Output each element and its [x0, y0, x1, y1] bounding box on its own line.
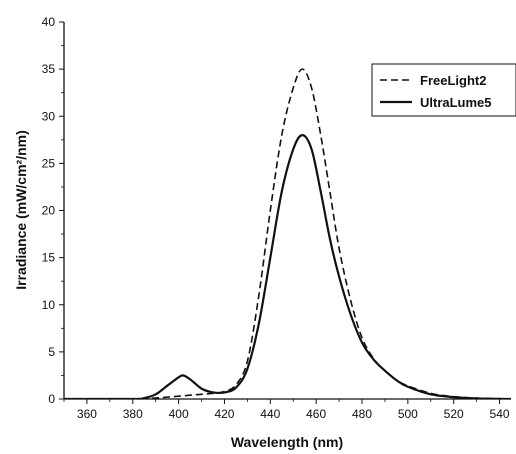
legend-label: UltraLume5	[420, 95, 492, 110]
legend-label: FreeLight2	[420, 73, 486, 88]
y-tick-label: 25	[42, 156, 56, 170]
x-axis-ticks: 360 380 400 420 440 460 480 500 520 540	[63, 399, 510, 421]
series-line-freelight2	[64, 68, 511, 399]
x-tick-label: 520	[444, 407, 464, 421]
x-tick-label: 540	[490, 407, 510, 421]
y-tick-label: 40	[42, 15, 56, 29]
x-tick-label: 360	[77, 407, 97, 421]
y-tick-label: 10	[42, 298, 56, 312]
x-tick-label: 400	[169, 407, 189, 421]
y-tick-label: 5	[48, 345, 55, 359]
y-tick-label: 30	[42, 109, 56, 123]
series-line-ultralume5	[64, 134, 511, 399]
series-lines	[64, 68, 511, 399]
y-tick-label: 35	[42, 62, 56, 76]
x-tick-label: 440	[260, 407, 280, 421]
x-tick-label: 460	[306, 407, 326, 421]
legend: FreeLight2 UltraLume5	[371, 63, 516, 117]
y-tick-label: 15	[42, 251, 56, 265]
legend-box	[371, 63, 516, 117]
x-axis-title: Wavelength (nm)	[231, 434, 343, 450]
y-tick-label: 0	[48, 392, 55, 406]
y-axis-ticks: 0 5 10 15 20 25 30 35 40	[42, 15, 64, 406]
x-tick-label: 420	[214, 407, 234, 421]
x-tick-label: 480	[352, 407, 372, 421]
x-tick-label: 500	[398, 407, 418, 421]
y-tick-label: 20	[42, 204, 56, 218]
x-tick-label: 380	[123, 407, 143, 421]
y-axis-title: Irradiance (mW/cm²/nm)	[13, 130, 29, 289]
